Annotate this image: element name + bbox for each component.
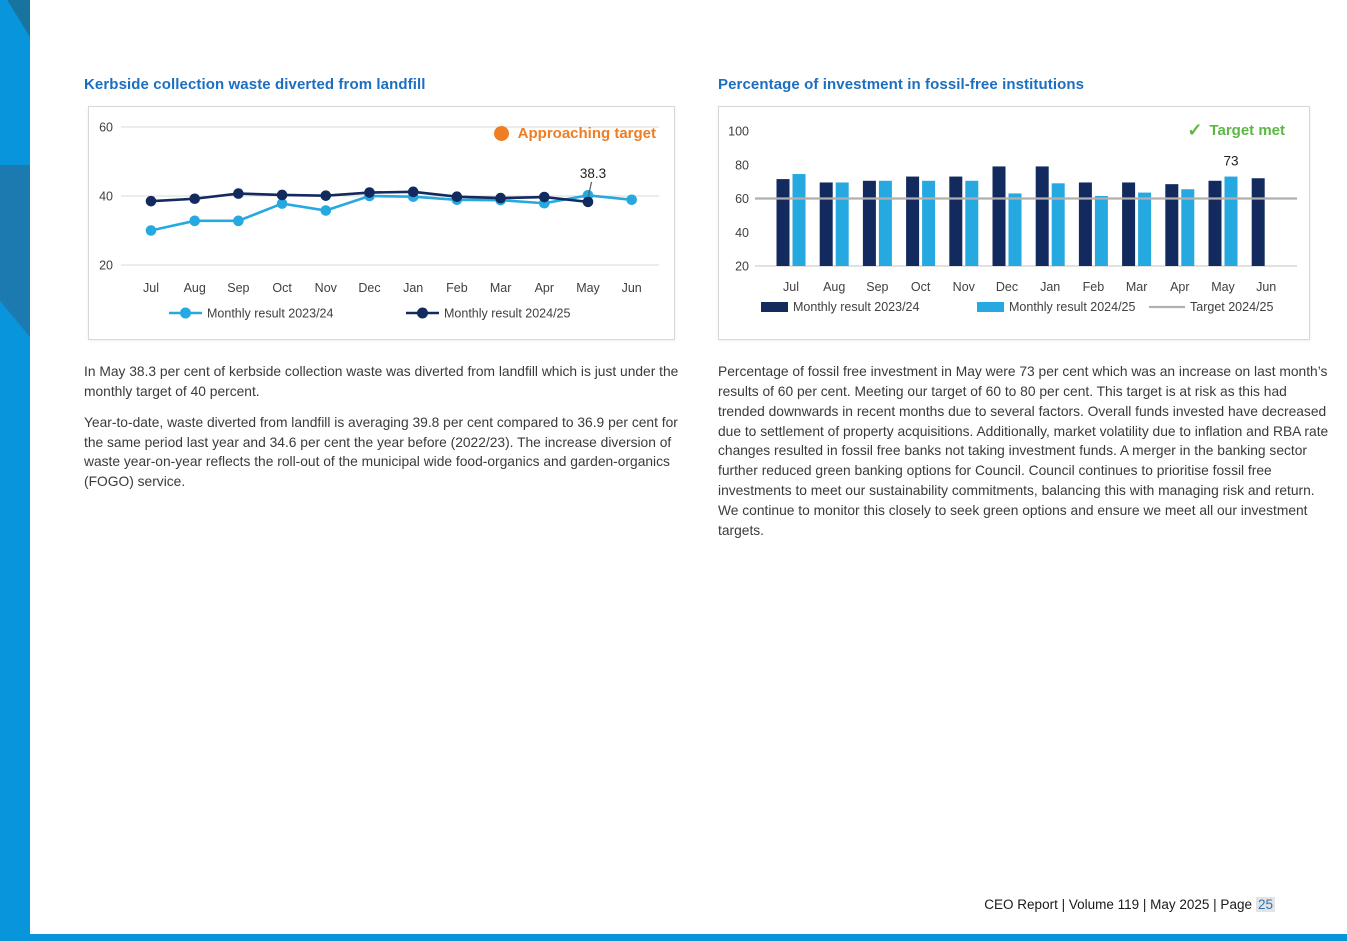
bottom-accent-bar bbox=[0, 934, 1347, 941]
approaching-target-badge: Approaching target bbox=[493, 125, 656, 142]
svg-text:Dec: Dec bbox=[358, 281, 380, 295]
kerbside-chart-title: Kerbside collection waste diverted from … bbox=[84, 76, 426, 93]
left-accent-band bbox=[0, 0, 30, 941]
svg-text:Jul: Jul bbox=[783, 280, 799, 294]
status-label: Target met bbox=[1209, 121, 1285, 139]
svg-text:Monthly result 2024/25: Monthly result 2024/25 bbox=[444, 307, 571, 321]
svg-text:May: May bbox=[576, 281, 600, 295]
svg-text:Jul: Jul bbox=[143, 281, 159, 295]
svg-text:May: May bbox=[1211, 280, 1235, 294]
svg-text:60: 60 bbox=[99, 121, 113, 135]
series-monthly-result-2023-24 bbox=[776, 166, 1265, 266]
svg-text:Feb: Feb bbox=[1083, 280, 1105, 294]
svg-text:38.3: 38.3 bbox=[580, 166, 606, 181]
data-point-callout: 38.3 bbox=[580, 166, 606, 196]
svg-text:Aug: Aug bbox=[184, 281, 206, 295]
kerbside-chart-card: 60 40 20 Jul Aug Sep Oct Nov Dec Jan Feb Mar Apr May J… bbox=[88, 106, 675, 340]
svg-text:Sep: Sep bbox=[227, 281, 249, 295]
series-monthly-result-2024-25 bbox=[792, 174, 1238, 266]
band-top-triangle bbox=[7, 0, 30, 37]
legend-item-monthly-result-2023-24: Monthly result 2023/24 bbox=[169, 307, 334, 321]
fossil-free-bar-chart: 100 80 60 40 20 Jul Aug Sep Oct Nov Dec Jan Feb Mar Ap… bbox=[728, 125, 1297, 314]
kerbside-commentary: In May 38.3 per cent of kerbside collect… bbox=[84, 362, 700, 492]
fossil-free-chart-card: 100 80 60 40 20 Jul Aug Sep Oct Nov Dec Jan Feb Mar Ap… bbox=[718, 106, 1310, 340]
page-number: 25 bbox=[1255, 897, 1275, 912]
footer-text: CEO Report | Volume 119 | May 2025 | Pag… bbox=[984, 897, 1252, 912]
svg-text:20: 20 bbox=[735, 260, 749, 274]
legend-item-monthly-result-2023-24: Monthly result 2023/24 bbox=[761, 300, 920, 314]
svg-text:20: 20 bbox=[99, 259, 113, 273]
legend-item-monthly-result-2024-25: Monthly result 2024/25 bbox=[977, 300, 1136, 314]
x-axis-labels: Jul Aug Sep Oct Nov Dec Jan Feb Mar Apr May Jun bbox=[783, 280, 1276, 294]
fossil-free-commentary: Percentage of fossil free investment in … bbox=[718, 362, 1332, 541]
y-axis-labels: 60 40 20 bbox=[99, 121, 113, 273]
target-met-badge: ✓ Target met bbox=[1187, 121, 1285, 139]
y-axis-labels: 100 80 60 40 20 bbox=[728, 125, 749, 274]
series-monthly-result-2024-25 bbox=[145, 186, 594, 208]
legend-item-target-2024-25: Target 2024/25 bbox=[1149, 300, 1273, 314]
x-axis-labels: Jul Aug Sep Oct Nov Dec Jan Feb Mar Apr May Jun bbox=[143, 281, 642, 295]
svg-text:Jun: Jun bbox=[622, 281, 642, 295]
svg-text:60: 60 bbox=[735, 192, 749, 206]
orange-dot-icon bbox=[493, 126, 509, 141]
svg-text:Sep: Sep bbox=[866, 280, 888, 294]
data-point-callout: 73 bbox=[1223, 154, 1238, 169]
svg-text:Oct: Oct bbox=[911, 280, 931, 294]
paragraph: In May 38.3 per cent of kerbside collect… bbox=[84, 364, 679, 399]
svg-text:80: 80 bbox=[735, 158, 749, 172]
svg-text:Feb: Feb bbox=[446, 281, 468, 295]
svg-text:40: 40 bbox=[735, 226, 749, 240]
svg-text:100: 100 bbox=[728, 125, 749, 139]
svg-text:Nov: Nov bbox=[953, 280, 976, 294]
legend-item-monthly-result-2024-25: Monthly result 2024/25 bbox=[406, 307, 571, 321]
svg-text:Oct: Oct bbox=[272, 281, 292, 295]
svg-text:Jun: Jun bbox=[1256, 280, 1276, 294]
svg-text:40: 40 bbox=[99, 190, 113, 204]
band-dark-segment bbox=[0, 165, 30, 337]
svg-text:Aug: Aug bbox=[823, 280, 845, 294]
svg-text:Target 2024/25: Target 2024/25 bbox=[1190, 300, 1273, 314]
fossil-free-chart-title: Percentage of investment in fossil-free … bbox=[718, 76, 1085, 93]
paragraph: Year-to-date, waste diverted from landfi… bbox=[84, 414, 678, 490]
svg-text:Monthly result 2023/24: Monthly result 2023/24 bbox=[207, 307, 334, 321]
svg-text:Jan: Jan bbox=[403, 281, 423, 295]
svg-text:Dec: Dec bbox=[996, 280, 1018, 294]
kerbside-panel: Kerbside collection waste diverted from … bbox=[84, 76, 700, 503]
fossil-free-panel: Percentage of investment in fossil-free … bbox=[718, 76, 1332, 552]
check-icon: ✓ bbox=[1187, 120, 1203, 140]
svg-text:Apr: Apr bbox=[535, 281, 554, 295]
status-label: Approaching target bbox=[517, 125, 656, 142]
svg-text:Mar: Mar bbox=[490, 281, 512, 295]
svg-text:Jan: Jan bbox=[1040, 280, 1060, 294]
page-footer: CEO Report | Volume 119 | May 2025 | Pag… bbox=[984, 897, 1275, 912]
paragraph: Percentage of fossil free investment in … bbox=[718, 364, 1329, 538]
svg-text:Mar: Mar bbox=[1126, 280, 1148, 294]
svg-text:Monthly result 2024/25: Monthly result 2024/25 bbox=[1009, 300, 1136, 314]
svg-text:Monthly result 2023/24: Monthly result 2023/24 bbox=[793, 300, 920, 314]
svg-text:Nov: Nov bbox=[315, 281, 338, 295]
svg-text:Apr: Apr bbox=[1170, 280, 1189, 294]
